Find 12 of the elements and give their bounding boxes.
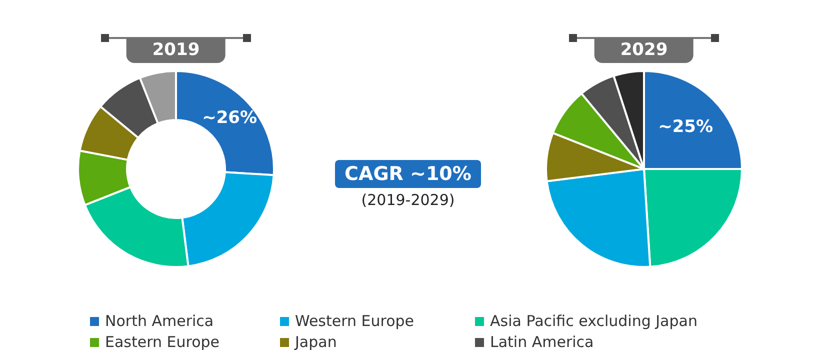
legend-label: Western Europe xyxy=(295,312,414,330)
legend-label: Latin America xyxy=(490,333,594,350)
data-label: ~25% xyxy=(658,116,714,137)
legend-label: Japan xyxy=(295,333,337,350)
data-label: ~26% xyxy=(202,108,258,128)
chart-title: 2029 xyxy=(594,38,694,63)
legend-label: Asia Pacific excluding Japan xyxy=(490,312,698,330)
legend-label: Eastern Europe xyxy=(105,333,220,350)
chart-title: 2019 xyxy=(126,38,226,63)
legend-label: North America xyxy=(105,312,214,330)
text: CAGR ~10% xyxy=(334,160,482,188)
text: (2019-2029) xyxy=(360,191,456,209)
